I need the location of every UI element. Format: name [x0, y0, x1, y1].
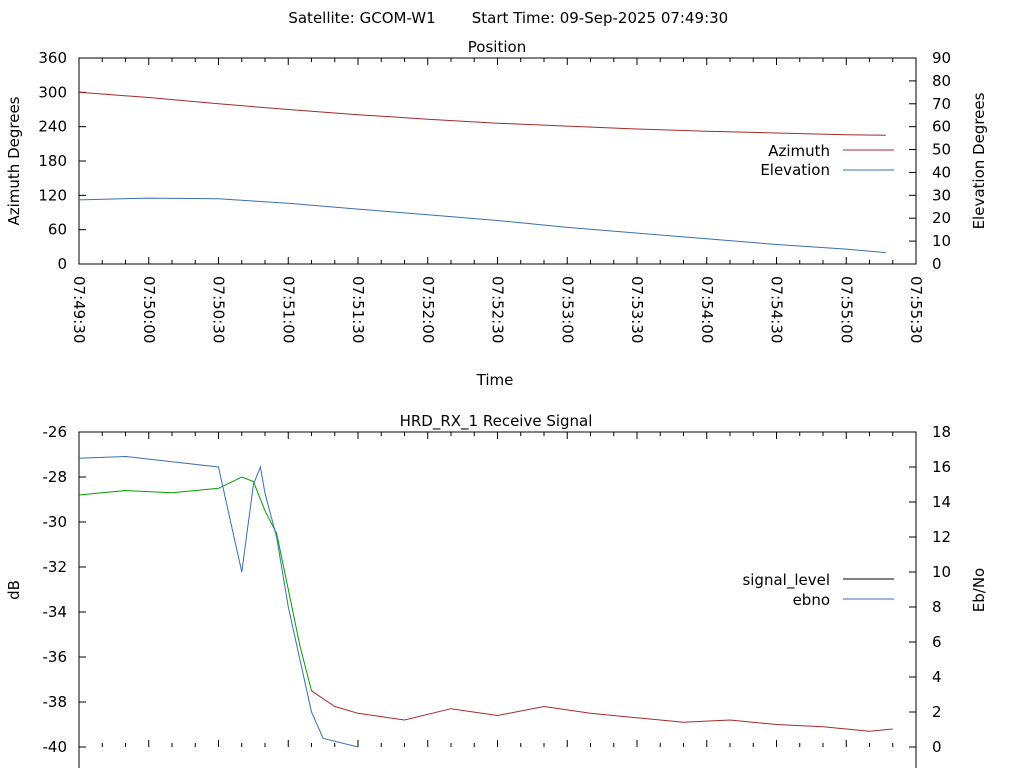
start-time-label: Start Time: 09-Sep-2025 07:49:30	[472, 9, 728, 27]
y2-tick-label: 10	[932, 232, 951, 250]
y-tick-label: -30	[43, 513, 68, 531]
x-tick-label: 07:53:30	[628, 276, 646, 343]
series-ebno-line	[78, 455, 359, 748]
legend-ebno-label: ebno	[793, 591, 830, 609]
position-legend: Azimuth Elevation	[760, 142, 894, 179]
y2-tick-label: 14	[932, 493, 951, 511]
signal-series	[78, 455, 893, 748]
y-tick-label: 300	[38, 83, 67, 101]
legend-signal-level-label: signal_level	[742, 571, 830, 590]
legend-elevation-label: Elevation	[760, 161, 830, 179]
y-tick-label: 180	[38, 152, 67, 170]
y2-tick-label: 20	[932, 209, 951, 227]
signal-legend: signal_level ebno	[742, 571, 894, 609]
y2-tick-label: 70	[932, 95, 951, 113]
x-tick-label: 07:53:00	[558, 276, 576, 343]
signal-y2-axis-label: Eb/No	[970, 568, 988, 612]
y-tick-label: 60	[48, 221, 67, 239]
x-tick-label: 07:55:00	[837, 276, 855, 343]
y2-tick-label: 8	[932, 598, 942, 616]
y2-tick-label: 10	[932, 563, 951, 581]
position-x-axis-label: Time	[476, 371, 514, 389]
y2-tick-label: 2	[932, 703, 942, 721]
series-signal-level-unlocked-line	[311, 690, 893, 732]
y-tick-label: -36	[43, 648, 68, 666]
x-tick-label: 07:51:00	[279, 276, 297, 343]
position-chart-title: Position	[468, 38, 526, 56]
series-azimuth-line	[78, 91, 886, 136]
y2-tick-label: 80	[932, 72, 951, 90]
position-axis-ticks: 0 60 120 180 240 300 360 0 10 20 30 40 50 60 70 80 90 07:…	[38, 49, 951, 343]
y2-tick-label: 16	[932, 458, 951, 476]
y-tick-label: -34	[43, 603, 68, 621]
y-tick-label: -28	[43, 468, 68, 486]
signal-axis-ticks: -40 -38 -36 -34 -32 -30 -28 -26 0 2 4 6 8 10 12 14 16 18	[43, 423, 952, 756]
x-tick-label: 07:51:30	[349, 276, 367, 343]
position-y-axis-label: Azimuth Degrees	[5, 96, 23, 225]
position-y2-axis-label: Elevation Degrees	[970, 92, 988, 229]
x-tick-label: 07:49:30	[70, 276, 88, 343]
legend-azimuth-label: Azimuth	[768, 142, 830, 160]
x-tick-label: 07:54:00	[698, 276, 716, 343]
signal-y-axis-label: dB	[5, 580, 23, 600]
x-tick-label: 07:50:30	[210, 276, 228, 343]
y-tick-label: 120	[38, 186, 67, 204]
x-tick-label: 07:55:30	[907, 276, 925, 343]
y2-tick-label: 0	[932, 255, 942, 273]
y2-tick-label: 90	[932, 49, 951, 67]
y2-tick-label: 18	[932, 423, 951, 441]
y-tick-label: -38	[43, 693, 68, 711]
satellite-label: Satellite: GCOM-W1	[288, 9, 435, 27]
y2-tick-label: 0	[932, 738, 942, 756]
signal-chart-title: HRD_RX_1 Receive Signal	[400, 412, 593, 431]
y-tick-label: 360	[38, 49, 67, 67]
x-tick-label: 07:52:30	[489, 276, 507, 343]
y-tick-label: 240	[38, 118, 67, 136]
position-chart: Position Azimuth Degrees Elevation Degre…	[5, 38, 988, 389]
signal-chart: HRD_RX_1 Receive Signal dB Eb/No -40-38-…	[5, 412, 988, 773]
signal-plot-frame	[78, 431, 917, 773]
series-signal-level-locked-line	[78, 476, 312, 691]
y-tick-label: -26	[43, 423, 68, 441]
y-tick-label: -32	[43, 558, 68, 576]
y2-tick-label: 40	[932, 163, 951, 181]
y2-tick-label: 30	[932, 186, 951, 204]
x-tick-label: 07:50:00	[140, 276, 158, 343]
x-tick-label: 07:52:00	[419, 276, 437, 343]
y-tick-label: -40	[43, 738, 68, 756]
y2-tick-label: 60	[932, 118, 951, 136]
y-tick-label: 0	[57, 255, 67, 273]
series-elevation-line	[78, 197, 886, 254]
y2-tick-label: 4	[932, 668, 942, 686]
y2-tick-label: 50	[932, 141, 951, 159]
x-tick-label: 07:54:30	[768, 276, 786, 343]
y2-tick-label: 12	[932, 528, 951, 546]
position-series	[78, 91, 886, 254]
y2-tick-label: 6	[932, 633, 942, 651]
